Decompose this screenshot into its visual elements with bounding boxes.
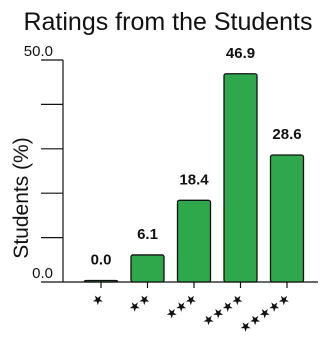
bar — [130, 254, 165, 283]
data-labels: 0.0 6.1 18.4 46.9 28.6 — [91, 45, 302, 269]
category-label: ★★ — [126, 291, 154, 317]
bar — [223, 73, 258, 283]
bar — [83, 279, 119, 283]
category-labels: ★ ★★ ★★★ ★★★★★★★★★ — [89, 291, 293, 337]
data-label: 6.1 — [137, 226, 158, 243]
y-tick-label: 0.0 — [32, 265, 53, 282]
data-label: 46.9 — [226, 45, 255, 62]
bar — [269, 154, 305, 283]
data-label: 28.6 — [272, 126, 301, 143]
data-label: 18.4 — [179, 171, 209, 188]
y-tick-label: 50.0 — [24, 43, 53, 60]
chart-title: Ratings from the Students — [23, 8, 312, 36]
category-label: ★★★★★ — [237, 291, 293, 337]
category-label: ★★★ — [163, 291, 200, 323]
bars — [83, 73, 305, 283]
y-axis-label: Students (%) — [10, 137, 33, 258]
bar — [176, 199, 212, 283]
category-label: ★ — [89, 291, 107, 310]
data-label: 0.0 — [91, 252, 112, 269]
